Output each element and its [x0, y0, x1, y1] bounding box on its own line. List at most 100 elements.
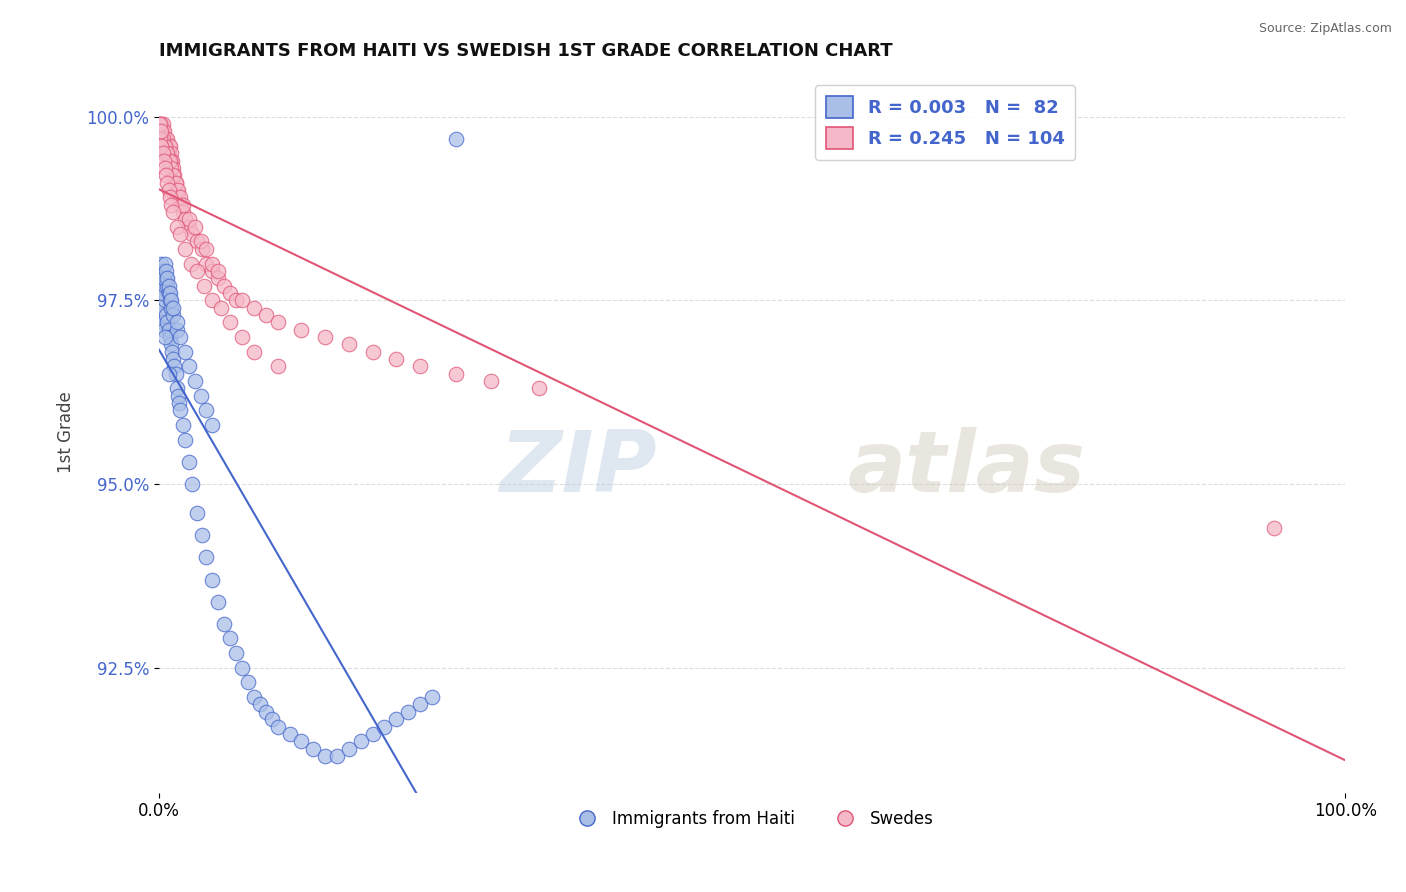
Text: Source: ZipAtlas.com: Source: ZipAtlas.com — [1258, 22, 1392, 36]
Point — [172, 418, 194, 433]
Point — [162, 205, 184, 219]
Point — [167, 183, 190, 197]
Point — [169, 227, 191, 241]
Point — [150, 124, 173, 138]
Point — [150, 131, 173, 145]
Point — [396, 705, 419, 719]
Point — [157, 139, 180, 153]
Point — [177, 455, 200, 469]
Point — [162, 308, 184, 322]
Point — [225, 293, 247, 308]
Point — [186, 264, 208, 278]
Point — [219, 285, 242, 300]
Point — [152, 285, 174, 300]
Point — [152, 271, 174, 285]
Point — [160, 161, 183, 175]
Point — [149, 271, 172, 285]
Point — [266, 315, 288, 329]
Point — [201, 264, 224, 278]
Point — [174, 212, 197, 227]
Point — [153, 293, 176, 308]
Point — [152, 264, 174, 278]
Point — [166, 381, 188, 395]
Point — [183, 219, 205, 234]
Point — [165, 367, 187, 381]
Point — [156, 271, 179, 285]
Point — [153, 330, 176, 344]
Point — [167, 389, 190, 403]
Point — [326, 748, 349, 763]
Point — [159, 153, 181, 168]
Point — [174, 344, 197, 359]
Point — [479, 374, 502, 388]
Point — [160, 153, 183, 168]
Point — [337, 741, 360, 756]
Point — [181, 477, 204, 491]
Point — [150, 278, 173, 293]
Point — [177, 212, 200, 227]
Point — [153, 131, 176, 145]
Point — [149, 308, 172, 322]
Point — [166, 315, 188, 329]
Point — [214, 616, 236, 631]
Point — [201, 293, 224, 308]
Point — [302, 741, 325, 756]
Point — [157, 285, 180, 300]
Point — [152, 323, 174, 337]
Point — [207, 594, 229, 608]
Point — [152, 124, 174, 138]
Point — [231, 661, 253, 675]
Point — [190, 242, 212, 256]
Point — [152, 271, 174, 285]
Point — [153, 139, 176, 153]
Point — [156, 131, 179, 145]
Point — [160, 293, 183, 308]
Point — [159, 330, 181, 344]
Point — [290, 323, 312, 337]
Point — [195, 256, 218, 270]
Point — [149, 117, 172, 131]
Point — [166, 183, 188, 197]
Point — [166, 219, 188, 234]
Point — [290, 734, 312, 748]
Point — [150, 117, 173, 131]
Point — [174, 433, 197, 447]
Point — [420, 690, 443, 705]
Point — [152, 139, 174, 153]
Point — [201, 256, 224, 270]
Point — [243, 690, 266, 705]
Point — [157, 367, 180, 381]
Point — [231, 330, 253, 344]
Point — [249, 698, 271, 712]
Point — [183, 374, 205, 388]
Point — [155, 271, 177, 285]
Point — [219, 315, 242, 329]
Point — [160, 197, 183, 211]
Point — [150, 256, 173, 270]
Point — [231, 293, 253, 308]
Point — [159, 285, 181, 300]
Point — [149, 117, 172, 131]
Legend: Immigrants from Haiti, Swedes: Immigrants from Haiti, Swedes — [564, 804, 941, 835]
Point — [214, 278, 236, 293]
Point — [159, 190, 181, 204]
Point — [165, 176, 187, 190]
Point — [373, 719, 395, 733]
Point — [163, 169, 186, 183]
Point — [159, 153, 181, 168]
Point — [148, 124, 170, 138]
Point — [361, 344, 384, 359]
Point — [190, 235, 212, 249]
Point — [174, 242, 197, 256]
Point — [167, 396, 190, 410]
Point — [160, 337, 183, 351]
Point — [148, 117, 170, 131]
Point — [160, 153, 183, 168]
Point — [149, 124, 172, 138]
Point — [155, 131, 177, 145]
Point — [162, 352, 184, 367]
Point — [152, 131, 174, 145]
Point — [156, 315, 179, 329]
Point — [156, 146, 179, 161]
Point — [149, 124, 172, 138]
